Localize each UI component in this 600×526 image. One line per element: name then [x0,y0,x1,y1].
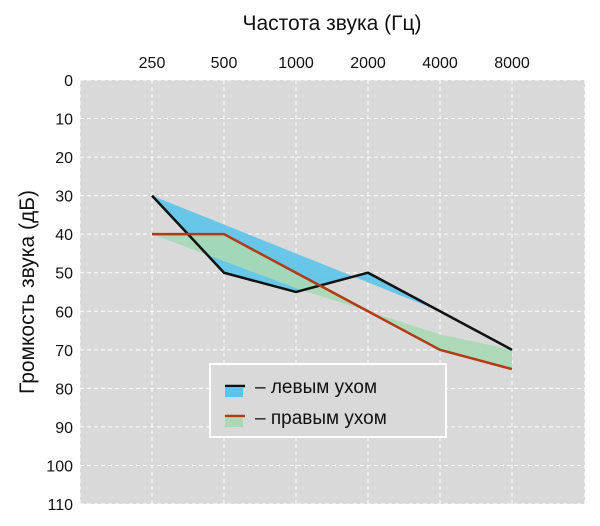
line-series-0 [151,194,513,351]
x-tick-label: 500 [211,55,238,72]
y-tick-label: 0 [64,73,73,90]
x-axis-title: Частота звука (Гц) [242,12,421,35]
legend-label-left: – левым ухом [255,377,377,398]
x-tick-label: 4000 [422,55,458,72]
x-tick-label: 250 [139,55,166,72]
series-lines [151,194,513,371]
legend: – левым ухом – правым ухом [209,363,447,438]
x-tick-labels: 250 500 1000 2000 4000 8000 [139,55,530,72]
y-tick-label: 30 [55,189,73,206]
x-tick-label: 1000 [278,55,314,72]
y-tick-label: 80 [55,381,73,398]
y-tick-label: 90 [55,420,73,437]
y-tick-label: 60 [55,304,73,321]
y-tick-label: 10 [55,112,73,129]
legend-swatch-right-band [225,418,243,427]
y-tick-label: 50 [55,266,73,283]
x-tick-label: 2000 [350,55,386,72]
y-tick-label: 100 [46,458,73,475]
legend-box [209,363,447,438]
y-tick-label: 110 [47,497,73,514]
x-tick-label: 8000 [494,55,530,72]
legend-swatch-left-band [225,388,243,397]
y-tick-labels: 0 10 20 30 40 50 60 70 80 90 100 110 [46,73,73,514]
legend-label-right: – правым ухом [255,408,387,429]
line-series-1 [152,232,513,371]
y-axis-title: Громкость звука (дБ) [16,190,39,394]
y-tick-label: 70 [55,343,73,360]
y-tick-label: 40 [55,227,73,244]
bands [152,195,512,370]
band-series-1 [152,234,512,370]
band-series-0 [152,195,512,350]
y-tick-label: 20 [55,150,73,167]
